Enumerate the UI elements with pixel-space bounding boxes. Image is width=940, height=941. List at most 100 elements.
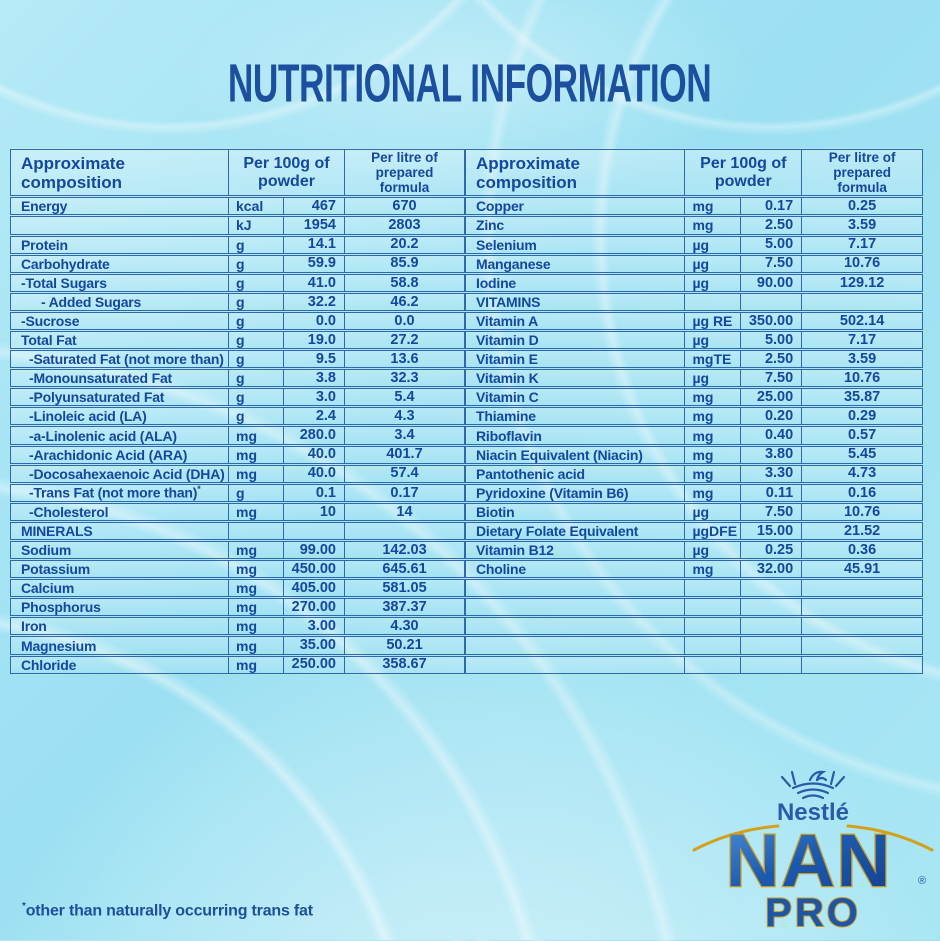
row-label: - Added Sugars [10,292,229,311]
table-row: -Arachidonic Acid (ARA) mg 40.0 401.7 [10,445,465,464]
nestle-nest-icon [780,770,846,800]
row-unit: mg [685,426,741,445]
gold-swoosh [692,824,934,852]
nestle-wordmark: Nestlé [777,799,849,826]
row-unit: µgDFE [685,521,741,541]
row-value-per-100g: 14.1 [284,235,345,254]
row-label: -Linoleic acid (LA) [10,407,229,426]
row-label: -Polyunsaturated Fat [10,388,229,407]
row-value-per-100g: 9.5 [284,350,345,369]
table-row: Potassium mg 450.00 645.61 [10,560,465,579]
row-value-per-litre: 27.2 [345,330,465,350]
row-value-per-100g [740,579,803,598]
nutrition-table-left: Approximate composition Per 100g of powde… [10,148,465,675]
row-label: Vitamin A [465,311,686,330]
table-row: Vitamin B12 µg 0.25 0.36 [465,541,923,560]
row-unit [229,521,284,541]
row-value-per-litre [345,521,465,541]
row-label: -Trans Fat (not more than)* [10,483,229,502]
table-row: Thiamine mg 0.20 0.29 [465,407,923,426]
row-label: -Total Sugars [10,273,229,292]
row-label [10,216,229,235]
row-value-per-100g: 7.50 [740,254,803,273]
table-row: Choline mg 32.00 45.91 [465,560,923,579]
table-row: Copper mg 0.17 0.25 [465,197,923,216]
row-label: Copper [465,197,686,216]
row-label: Choline [465,560,686,579]
row-unit: µg [685,369,741,388]
row-value-per-litre: 7.17 [802,330,923,350]
row-value-per-100g: 280.0 [284,426,345,445]
row-label [465,598,686,617]
table-row: Phosphorus mg 270.00 387.37 [10,598,465,617]
row-value-per-100g: 90.00 [740,273,803,292]
table-row [465,598,923,617]
header-row: Approximate composition Per 100g of powde… [10,149,465,197]
row-value-per-100g: 35.00 [284,636,345,655]
row-value-per-litre: 50.21 [345,636,465,655]
row-value-per-litre: 0.17 [345,483,465,502]
row-value-per-100g: 3.80 [740,445,803,464]
row-label: VITAMINS [465,292,686,311]
row-unit: µg [685,254,741,273]
row-label [465,655,686,674]
row-value-per-100g: 5.00 [740,330,803,350]
row-value-per-100g: 2.4 [284,407,345,426]
row-label: Vitamin K [465,369,686,388]
row-value-per-litre: 645.61 [345,560,465,579]
row-value-per-100g [740,292,803,311]
section-row: VITAMINS [465,292,923,311]
table-row: Chloride mg 250.00 358.67 [10,655,465,674]
nan-pro-logo-art: Nestlé NAN ® PRO [692,770,934,936]
row-value-per-litre: 401.7 [345,445,465,464]
row-label: -Monounsaturated Fat [10,369,229,388]
row-label: Sodium [10,541,229,560]
row-value-per-100g: 250.00 [284,655,345,674]
row-value-per-litre [802,636,923,655]
row-value-per-litre: 3.4 [345,426,465,445]
row-label: Potassium [10,560,229,579]
row-unit: g [229,350,284,369]
row-label: Protein [10,235,229,254]
row-label: Pantothenic acid [465,464,686,483]
row-value-per-100g: 19.0 [284,330,345,350]
row-label: Calcium [10,579,229,598]
row-value-per-100g [740,636,803,655]
table-row: Dietary Folate Equivalent µgDFE 15.00 21.52 [465,521,923,541]
table-row: -Monounsaturated Fat g 3.8 32.3 [10,369,465,388]
table-row: Pantothenic acid mg 3.30 4.73 [465,464,923,483]
row-value-per-100g [740,598,803,617]
table-row: -Docosahexaenoic Acid (DHA) mg 40.0 57.4 [10,464,465,483]
row-unit: mg [685,197,741,216]
row-value-per-100g: 0.20 [740,407,803,426]
row-value-per-100g: 270.00 [284,598,345,617]
table-row: -Total Sugars g 41.0 58.8 [10,273,465,292]
table-row: Magnesium mg 35.00 50.21 [10,636,465,655]
row-value-per-100g: 0.25 [740,541,803,560]
row-value-per-litre: 5.45 [802,445,923,464]
row-value-per-100g: 3.0 [284,388,345,407]
row-value-per-litre: 142.03 [345,541,465,560]
row-unit: g [229,273,284,292]
row-unit: g [229,235,284,254]
row-unit [685,579,741,598]
row-label: -Saturated Fat (not more than) [10,350,229,369]
row-unit: mgTE [685,350,741,369]
row-unit: mg [229,445,284,464]
row-value-per-100g: 2.50 [740,350,803,369]
row-label: Vitamin B12 [465,541,686,560]
column-header: Per 100g of powder [229,149,345,197]
row-unit: mg [229,636,284,655]
table-row: Selenium µg 5.00 7.17 [465,235,923,254]
row-value-per-100g: 0.0 [284,311,345,330]
row-value-per-100g: 405.00 [284,579,345,598]
row-unit [685,636,741,655]
row-label: Magnesium [10,636,229,655]
column-header: Per litre of prepared formula [802,149,923,197]
row-value-per-100g: 40.0 [284,445,345,464]
row-value-per-litre: 502.14 [802,311,923,330]
row-value-per-litre: 10.76 [802,254,923,273]
row-unit: mg [229,464,284,483]
row-value-per-litre [802,598,923,617]
